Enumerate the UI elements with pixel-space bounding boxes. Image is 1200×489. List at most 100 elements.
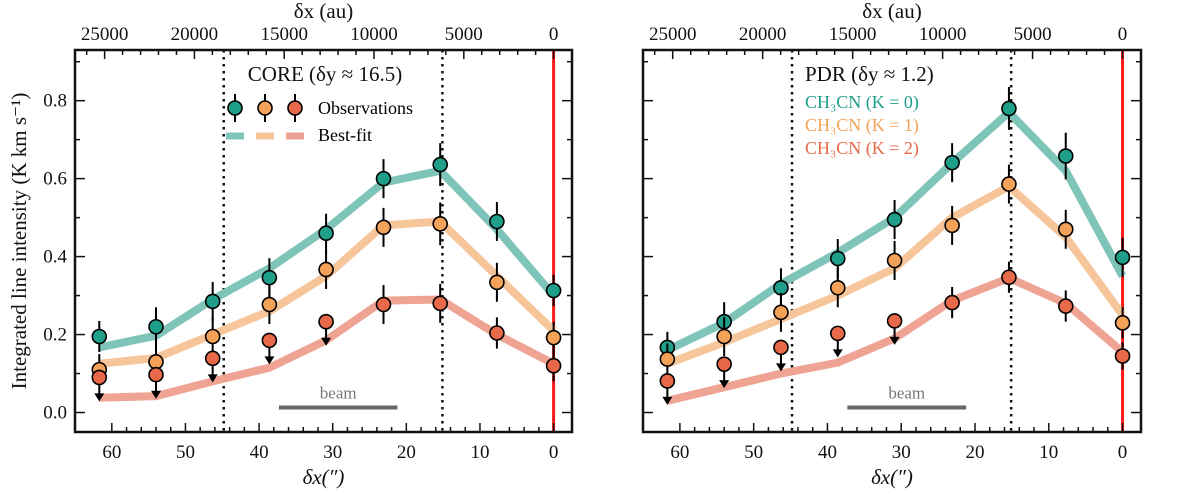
observation-point-K2: [375, 296, 392, 313]
x-tick-label: 60: [102, 442, 121, 463]
observation-point-K1: [489, 274, 505, 291]
observation-point-K0: [773, 279, 789, 296]
observation-point-K0: [489, 213, 505, 230]
top-x-tick-label: 0: [1118, 24, 1128, 45]
observation-point-K0: [886, 211, 903, 228]
upper-limit-arrowhead-K2: [94, 393, 105, 402]
x-tick-label: 50: [744, 442, 763, 463]
observation-point-K1: [886, 252, 903, 269]
observation-point-K0: [375, 170, 392, 187]
x-tick-label: 0: [1118, 442, 1128, 463]
panel-right: beam 60 50 40 30 20 10 0 δx(″) 25000 20000 15000 100…: [641, 0, 1143, 489]
observation-point-K1: [432, 216, 449, 232]
observation-point-K1: [318, 261, 334, 278]
observation-point-K2: [1057, 298, 1074, 314]
top-x-tick-label: 20000: [171, 24, 219, 45]
beam-label: beam: [888, 383, 925, 402]
x-axis-label: δx(″): [303, 465, 345, 489]
top-x-tick-label: 15000: [260, 24, 308, 45]
axes-frame: [73, 48, 574, 434]
observation-point-K1: [659, 351, 676, 367]
upper-limit-arrowhead-K2: [662, 396, 673, 405]
observation-point-K1: [1057, 221, 1074, 238]
y-axis-label: Integrated line intensity (K km s⁻¹): [7, 93, 31, 390]
observation-point-K2: [886, 313, 903, 329]
observation-point-K2: [545, 357, 562, 374]
observation-point-K2: [318, 313, 334, 330]
panel-left-title: CORE (δy ≈ 16.5): [248, 62, 402, 86]
observation-point-K1: [261, 296, 278, 313]
x-tick-label: 60: [670, 442, 689, 463]
observation-point-K0: [1114, 249, 1131, 266]
observation-point-K0: [204, 293, 221, 310]
observation-point-K2: [261, 332, 278, 349]
x-tick-label: 30: [892, 442, 911, 463]
y-tick-label: 0.0: [43, 403, 67, 424]
x-tick-label: 50: [176, 442, 195, 463]
observation-point-K0: [545, 282, 562, 299]
y-tick-label: 0.2: [43, 325, 67, 346]
top-x-tick-label: 25000: [649, 24, 697, 45]
upper-limit-arrowhead-K2: [321, 337, 332, 346]
observation-point-K2: [1114, 348, 1131, 364]
x-tick-label: 20: [397, 442, 416, 463]
y-tick-label: 0.6: [43, 169, 67, 190]
x-tick-label: 30: [323, 442, 342, 463]
x-tick-label: 40: [250, 442, 269, 463]
observation-point-K0: [1057, 148, 1074, 164]
observation-point-K0: [829, 250, 846, 267]
observation-point-K1: [545, 329, 562, 346]
observation-point-K2: [716, 356, 732, 372]
observation-point-K1: [1114, 315, 1131, 331]
observation-point-K2: [148, 366, 164, 383]
x-tick-label: 40: [818, 442, 837, 463]
observation-point-K0: [261, 269, 278, 286]
observation-point-K1: [1001, 176, 1017, 192]
observation-point-K2: [1001, 269, 1017, 286]
observation-point-K0: [944, 154, 960, 171]
observation-point-K0: [432, 156, 449, 173]
observation-point-K2: [829, 325, 846, 342]
panel-right-title: PDR (δy ≈ 1.2): [805, 62, 934, 86]
upper-limit-arrowhead-K2: [207, 374, 218, 383]
legend-marker-K2: [287, 100, 303, 116]
legend-marker-K0: [227, 100, 243, 116]
top-x-tick-label: 20000: [739, 24, 787, 45]
observation-point-K2: [489, 325, 505, 341]
x-axis-label: δx(″): [871, 465, 913, 489]
observation-point-K1: [204, 328, 221, 345]
panel-right-legend-k0: CH₃CN (K = 0): [805, 92, 919, 113]
observation-point-K0: [1001, 100, 1017, 117]
upper-limit-arrowhead-K2: [889, 336, 900, 345]
top-x-tick-label: 10000: [919, 24, 967, 45]
observation-point-K0: [148, 318, 164, 335]
x-tick-label: 10: [470, 442, 489, 463]
panel-left: beam 60 50 40 30 20 10 0 δx(″) 25000 20000 15000 100…: [43, 0, 574, 489]
panel-left-legend-observations: Observations: [318, 98, 413, 118]
top-x-tick-label: 5000: [1014, 24, 1052, 45]
observation-point-K0: [91, 328, 108, 345]
y-tick-label: 0.4: [43, 247, 67, 268]
top-x-tick-label: 0: [549, 24, 559, 45]
panel-right-legend-k2: CH₃CN (K = 2): [805, 138, 919, 159]
upper-limit-arrowhead-K2: [719, 380, 730, 389]
top-x-axis-label: δx (au): [294, 0, 353, 23]
observation-point-K1: [148, 354, 164, 370]
upper-limit-arrowhead-K2: [150, 390, 161, 399]
legend-marker-K1: [257, 100, 273, 116]
top-x-axis-label: δx (au): [862, 0, 921, 23]
beam-label: beam: [320, 383, 357, 402]
observation-point-K0: [318, 225, 334, 242]
panel-right-legend-k1: CH₃CN (K = 1): [805, 115, 919, 136]
y-tick-label: 0.8: [43, 91, 67, 112]
observation-point-K1: [944, 217, 960, 234]
observation-point-K2: [204, 350, 221, 367]
observation-point-K2: [432, 295, 449, 312]
observation-point-K2: [944, 294, 960, 311]
observation-point-K2: [659, 373, 676, 389]
upper-limit-arrowhead-K2: [264, 356, 275, 365]
observation-point-K1: [773, 304, 789, 321]
x-tick-label: 0: [549, 442, 559, 463]
observation-point-K1: [829, 279, 846, 296]
